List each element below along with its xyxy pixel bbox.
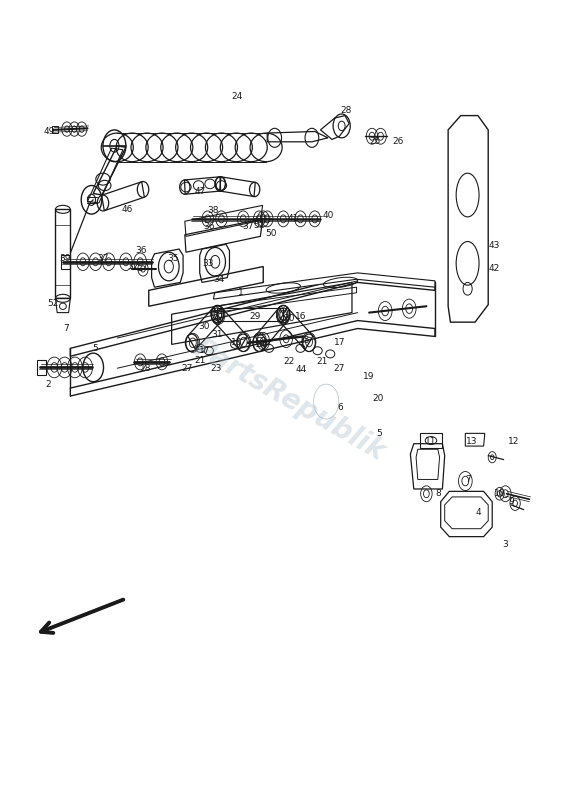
Polygon shape bbox=[52, 126, 58, 133]
Text: 49: 49 bbox=[44, 127, 55, 136]
Text: 22: 22 bbox=[283, 358, 295, 366]
Text: 44: 44 bbox=[296, 366, 307, 374]
Text: 3: 3 bbox=[502, 540, 508, 549]
Text: 13: 13 bbox=[466, 437, 478, 446]
Text: PartsRepublik: PartsRepublik bbox=[188, 334, 390, 466]
Text: 11: 11 bbox=[425, 437, 437, 446]
Text: 46: 46 bbox=[122, 205, 134, 214]
Text: 27: 27 bbox=[334, 364, 345, 373]
Text: 52: 52 bbox=[47, 298, 59, 307]
Text: 15: 15 bbox=[231, 338, 242, 347]
Text: 16: 16 bbox=[295, 312, 306, 321]
Text: 7: 7 bbox=[465, 475, 470, 484]
Text: 19: 19 bbox=[364, 372, 375, 381]
Text: 10: 10 bbox=[494, 490, 505, 498]
Text: 35: 35 bbox=[168, 254, 179, 263]
Text: 21: 21 bbox=[195, 356, 206, 365]
Text: 28: 28 bbox=[340, 106, 352, 114]
Text: 47: 47 bbox=[195, 187, 206, 196]
Text: 12: 12 bbox=[507, 437, 519, 446]
Text: 36: 36 bbox=[203, 222, 214, 231]
Text: 34: 34 bbox=[213, 274, 225, 284]
Text: 50: 50 bbox=[265, 229, 276, 238]
Text: 23: 23 bbox=[210, 364, 221, 373]
Text: 6: 6 bbox=[338, 403, 343, 413]
Text: 42: 42 bbox=[488, 265, 499, 274]
Text: 5: 5 bbox=[377, 429, 382, 438]
Text: 15: 15 bbox=[299, 336, 311, 345]
Text: 31: 31 bbox=[212, 330, 223, 339]
Text: 39: 39 bbox=[59, 254, 71, 263]
Text: 26: 26 bbox=[392, 138, 403, 146]
Text: 1: 1 bbox=[238, 288, 243, 298]
Text: 17: 17 bbox=[334, 338, 345, 347]
Text: 5: 5 bbox=[92, 344, 98, 353]
Text: 4: 4 bbox=[475, 508, 481, 518]
Polygon shape bbox=[213, 273, 435, 299]
Text: 37: 37 bbox=[242, 222, 254, 231]
Text: 29: 29 bbox=[249, 312, 260, 321]
Text: 37: 37 bbox=[97, 254, 109, 263]
Text: 9: 9 bbox=[508, 497, 514, 506]
Text: 7: 7 bbox=[63, 324, 69, 333]
Text: 51: 51 bbox=[254, 221, 265, 230]
Text: 41: 41 bbox=[288, 214, 299, 223]
Text: 40: 40 bbox=[323, 211, 334, 220]
Text: 21: 21 bbox=[317, 358, 328, 366]
Text: 24: 24 bbox=[232, 92, 243, 101]
Text: 2: 2 bbox=[46, 380, 51, 389]
Text: 18: 18 bbox=[140, 364, 151, 373]
Text: 32: 32 bbox=[128, 262, 139, 271]
Text: 30: 30 bbox=[198, 322, 210, 331]
Text: 14: 14 bbox=[255, 340, 266, 349]
Text: 25: 25 bbox=[369, 138, 380, 146]
Text: 27: 27 bbox=[181, 364, 193, 373]
Text: 38: 38 bbox=[208, 206, 219, 215]
Text: 43: 43 bbox=[488, 241, 499, 250]
Text: 17: 17 bbox=[198, 346, 210, 355]
Text: 36: 36 bbox=[136, 246, 147, 255]
Text: 30: 30 bbox=[283, 314, 295, 323]
Text: 20: 20 bbox=[372, 394, 383, 403]
Text: 33: 33 bbox=[202, 259, 213, 268]
Text: 8: 8 bbox=[435, 490, 440, 498]
